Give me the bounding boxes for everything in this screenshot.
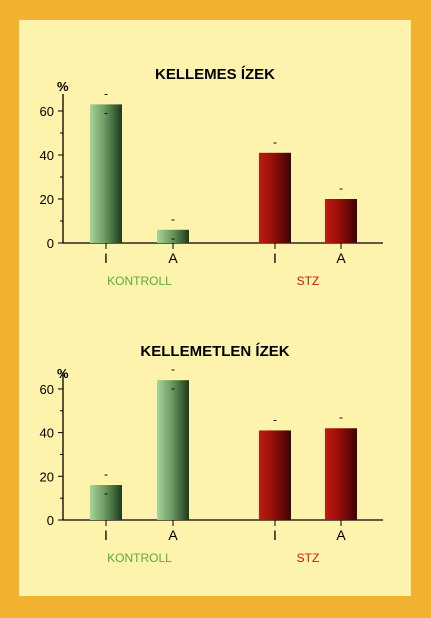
bar-kontroll-A <box>157 229 189 243</box>
x-category-label: A <box>336 527 346 543</box>
error-bar-mark-lower: - <box>171 231 175 245</box>
y-tick-label: 20 <box>40 192 54 207</box>
error-bar-mark: - <box>339 181 343 195</box>
group-label-stz: STZ <box>297 274 320 288</box>
y-tick-label: 60 <box>40 382 54 397</box>
error-bar-mark-lower: - <box>104 486 108 500</box>
error-bar-mark: - <box>171 362 175 376</box>
bar-stz-I <box>259 152 291 243</box>
bar-stz-A <box>325 428 357 520</box>
bar-stz-A <box>325 199 357 243</box>
x-category-label: A <box>168 527 178 543</box>
x-category-label: I <box>104 527 108 543</box>
charts-canvas: KELLEMES ÍZEK% 0 20 40 60 - - I - - A - I - A KONTROLL S… <box>40 66 383 565</box>
x-category-label: I <box>104 250 108 266</box>
x-category-label: I <box>273 527 277 543</box>
error-bar-mark: - <box>104 467 108 481</box>
bar-kontroll-I <box>90 485 122 520</box>
bar-kontroll-A <box>157 380 189 520</box>
error-bar-mark: - <box>273 412 277 426</box>
y-tick-label: 40 <box>40 148 54 163</box>
error-bar-mark: - <box>171 212 175 226</box>
x-category-label: I <box>273 250 277 266</box>
x-category-label: A <box>336 250 346 266</box>
y-tick-label: 40 <box>40 426 54 441</box>
y-tick-label: 0 <box>47 513 54 528</box>
error-bar-mark: - <box>339 410 343 424</box>
error-bar-mark: - <box>104 86 108 100</box>
bar-stz-I <box>259 430 291 520</box>
error-bar-mark-lower: - <box>171 381 175 395</box>
x-category-label: A <box>168 250 178 266</box>
chart-title: KELLEMES ÍZEK <box>155 66 275 83</box>
group-label-kontroll: KONTROLL <box>107 274 172 288</box>
error-bar-mark: - <box>273 135 277 149</box>
bar-kontroll-I <box>90 104 122 244</box>
group-label-kontroll: KONTROLL <box>107 551 172 565</box>
error-bar-mark-lower: - <box>104 105 108 119</box>
y-unit-label: % <box>57 79 69 94</box>
group-label-stz: STZ <box>297 551 320 565</box>
y-tick-label: 20 <box>40 469 54 484</box>
chart-panel: KELLEMES ÍZEK% 0 20 40 60 - - I - - A - I - A KONTROLL S… <box>19 20 411 596</box>
y-tick-label: 0 <box>47 236 54 251</box>
y-tick-label: 60 <box>40 104 54 119</box>
chart-title: KELLEMETLEN ÍZEK <box>140 343 289 360</box>
